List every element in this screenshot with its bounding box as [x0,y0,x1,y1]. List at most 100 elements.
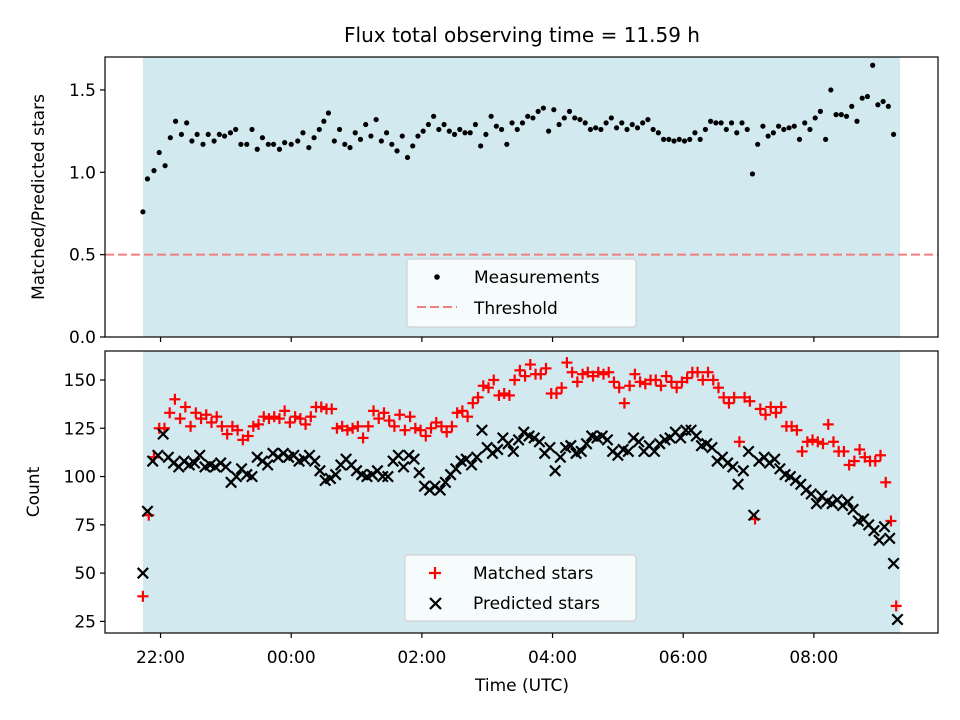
matched-star-point [331,422,343,434]
x-axis-label: Time (UTC) [474,676,569,696]
legend-predicted-marker [429,597,442,610]
measurement-point [613,125,620,131]
matched-star-point [723,397,735,409]
matched-star-point [483,382,495,394]
predicted-star-point [549,464,562,477]
predicted-star-point [246,470,258,483]
matched-star-point [650,374,662,386]
matched-star-point [503,389,515,401]
predicted-star-point [878,520,891,533]
predicted-star-point [679,424,692,437]
measurement-point [316,126,322,133]
predicted-points [136,424,904,626]
predicted-star-point [705,441,718,454]
measurement-point [728,120,735,126]
measurement-point [823,136,829,142]
matched-star-point [613,382,625,394]
matched-star-point [697,374,709,386]
matched-star-point [190,407,202,419]
matched-star-point [848,455,860,467]
measurement-point [718,120,724,126]
matched-star-point [707,374,719,386]
measurement-point [530,115,536,121]
measurement-point [849,103,855,110]
measurement-point [216,131,222,138]
predicted-star-point [381,470,394,483]
measurement-point [404,154,411,161]
measurement-point [593,125,599,131]
predicted-star-point [575,445,588,458]
matched-star-point [399,424,411,436]
matched-star-point [232,424,244,436]
measurement-point [608,115,614,121]
measurement-point [352,130,358,136]
predicted-star-point [867,524,880,537]
matched-star-point [869,455,881,467]
measurement-point [519,120,526,126]
measurement-point [650,126,656,133]
measurement-point [640,120,646,126]
y-tick-label: 100 [64,468,96,488]
matched-points [137,357,902,612]
measurement-point [692,130,698,136]
legend-matched-label: Matched stars [473,564,593,584]
matched-star-point [550,387,562,399]
matched-star-point [817,438,829,450]
predicted-star-point [847,503,860,516]
measurement-point [254,146,260,152]
measurement-point [765,133,771,139]
measurement-point [833,112,839,118]
measurement-point [666,136,672,142]
predicted-star-point [434,484,447,497]
predicted-star-point [376,470,389,483]
measurement-point [347,144,353,151]
measurement-point [194,131,200,138]
predicted-star-point [188,457,201,470]
predicted-star-point [507,445,520,458]
matched-star-point [341,424,353,436]
matched-star-point [435,420,447,432]
measurement-point [162,163,168,169]
measurement-point [880,98,886,105]
matched-star-point [875,449,887,461]
count-legend: Matched stars Predicted stars [404,554,637,622]
predicted-star-point [308,455,321,468]
ratio-plot-frame [104,56,939,338]
measurement-point [723,126,729,133]
matched-star-point [362,420,374,432]
legend-matched-marker [429,567,441,579]
measurement-point [817,108,824,114]
measurement-point [566,108,573,114]
matched-star-point [566,366,578,378]
matched-star-point [822,418,834,430]
measurement-point [415,133,421,139]
measurement-point [540,105,546,111]
measurement-point [525,113,531,119]
measurement-point [144,176,151,182]
matched-star-point [561,357,573,369]
y-tick-label: 150 [64,371,96,391]
measurement-point [156,149,162,156]
predicted-star-point [554,451,567,464]
y-tick-label: 0.5 [69,246,96,266]
measurement-point [744,126,750,133]
matched-star-point [597,368,609,380]
measurement-point [441,121,447,128]
matched-star-point [357,432,369,444]
matched-star-point [289,411,301,423]
matched-star-point [838,445,850,457]
measurement-point [451,131,458,138]
matched-star-point [827,436,839,448]
measurement-point [514,126,520,133]
predicted-star-point [329,468,342,481]
predicted-star-point [261,458,274,471]
predicted-star-point [475,424,488,437]
predicted-star-point [841,495,854,508]
matched-star-point [205,416,217,428]
matched-star-point [744,395,756,407]
ratio-panel: 0.0 0.5 1.0 1.5 Matched/Predicted stars Mea… [29,56,939,348]
measurement-point [221,133,228,139]
matched-star-point [488,374,500,386]
matched-star-point [179,401,191,413]
legend-predicted-label: Predicted stars [473,594,600,614]
